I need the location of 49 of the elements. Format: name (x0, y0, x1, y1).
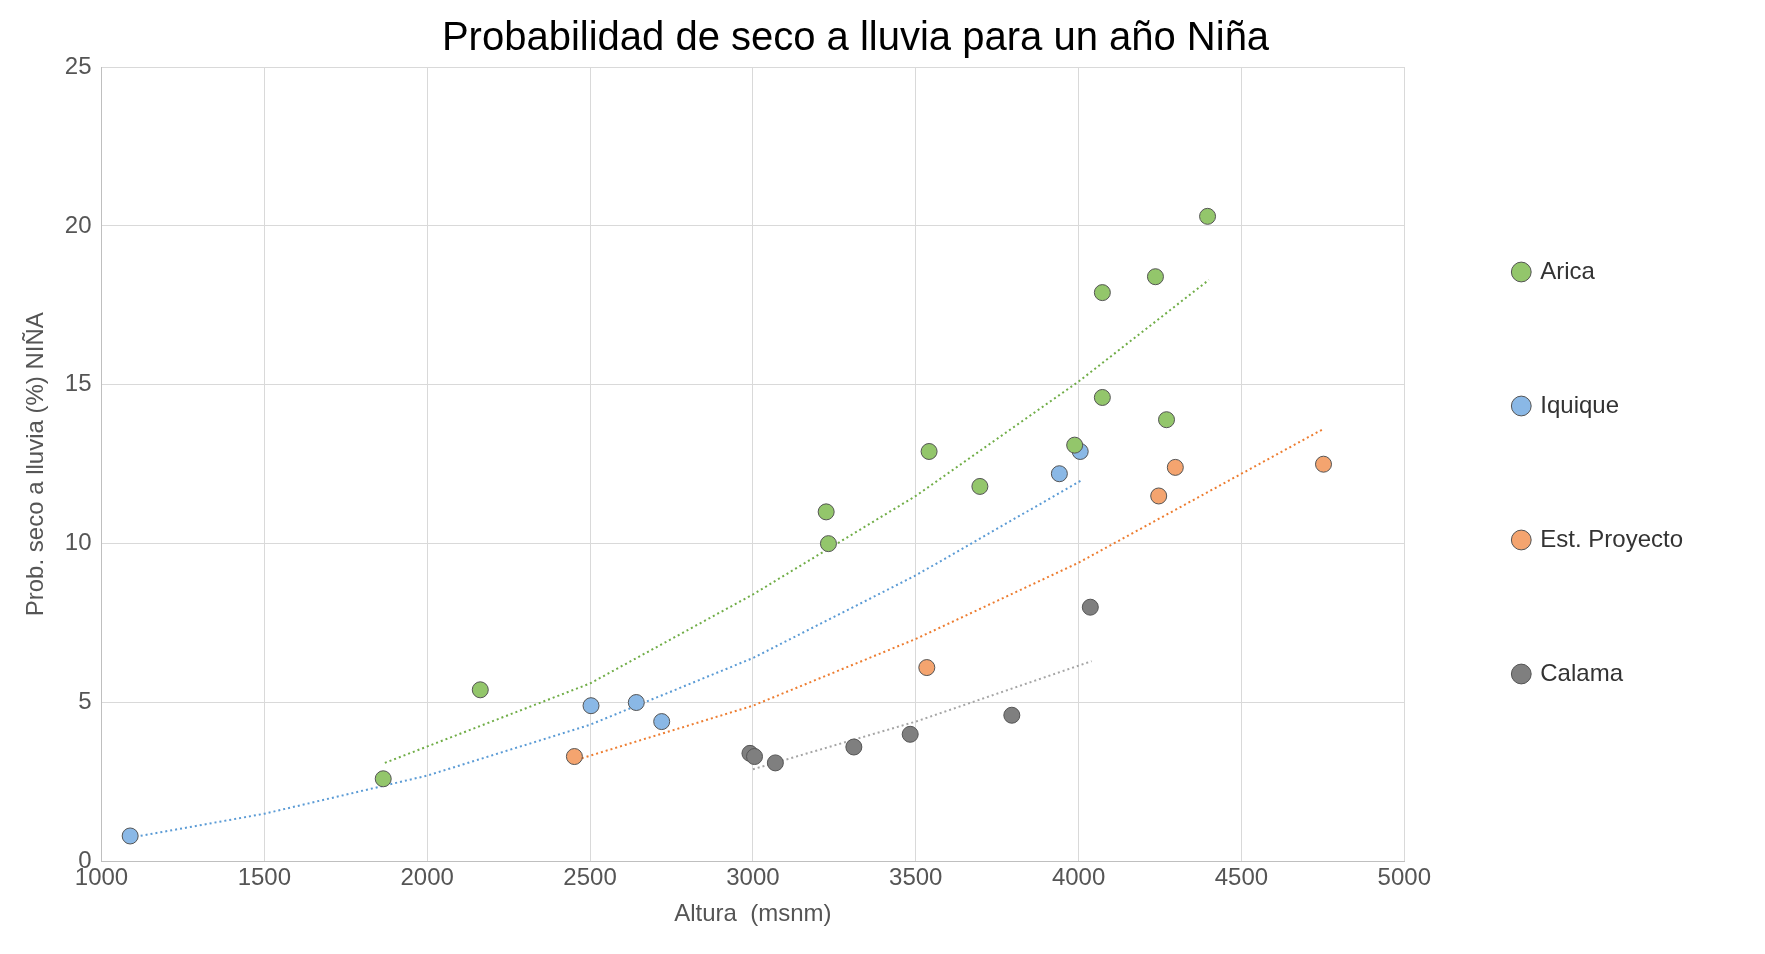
x-tick-label: 1500 (237, 863, 292, 891)
y-tick-label: 5 (78, 687, 92, 715)
x-tick-label: 2500 (563, 863, 617, 891)
legend-label: Arica (1540, 256, 1596, 284)
y-tick-label: 15 (64, 369, 92, 397)
point (471, 681, 489, 699)
x-tick-label: 3500 (889, 863, 943, 891)
x-tick-label: 4500 (1214, 863, 1269, 891)
line-series (383, 278, 1210, 764)
legend-label: Iquique (1540, 390, 1620, 418)
x-tick-label: 3000 (726, 863, 780, 891)
point (1050, 465, 1068, 483)
point (971, 477, 989, 495)
point (1081, 598, 1099, 616)
point (1146, 268, 1164, 286)
point (901, 725, 919, 743)
y-tick-label: 20 (64, 210, 92, 238)
legend-label: Est. Proyecto (1540, 524, 1684, 552)
point (374, 770, 392, 788)
chart-title: Probabilidad de seco a lluvia para un año Niña (441, 14, 1270, 59)
point (565, 748, 583, 766)
point (1003, 706, 1021, 724)
y-tick-label: 25 (64, 51, 92, 79)
legend-label: Calama (1540, 658, 1624, 686)
x-tick-label: 4000 (1051, 863, 1106, 891)
x-axis-title: Altura (msnm) (674, 899, 832, 927)
point (582, 697, 600, 715)
point (1150, 487, 1168, 505)
point (1315, 455, 1333, 473)
point (746, 748, 764, 766)
point (1093, 284, 1111, 302)
y-tick-label: 10 (64, 528, 92, 556)
point (1066, 436, 1084, 454)
point (1199, 207, 1217, 225)
point (920, 442, 938, 460)
point (819, 535, 837, 553)
point (653, 713, 671, 731)
point (627, 694, 645, 712)
point (1158, 411, 1176, 429)
point (1166, 458, 1184, 476)
point (845, 738, 863, 756)
point (817, 503, 835, 521)
x-tick-label: 2000 (400, 863, 454, 891)
point (918, 659, 936, 677)
point (766, 754, 784, 772)
point (121, 827, 139, 845)
point (1093, 388, 1111, 406)
x-tick-label: 5000 (1377, 863, 1431, 891)
y-axis-title: Prob. seco a lluvia (%) NIÑA (21, 312, 49, 617)
